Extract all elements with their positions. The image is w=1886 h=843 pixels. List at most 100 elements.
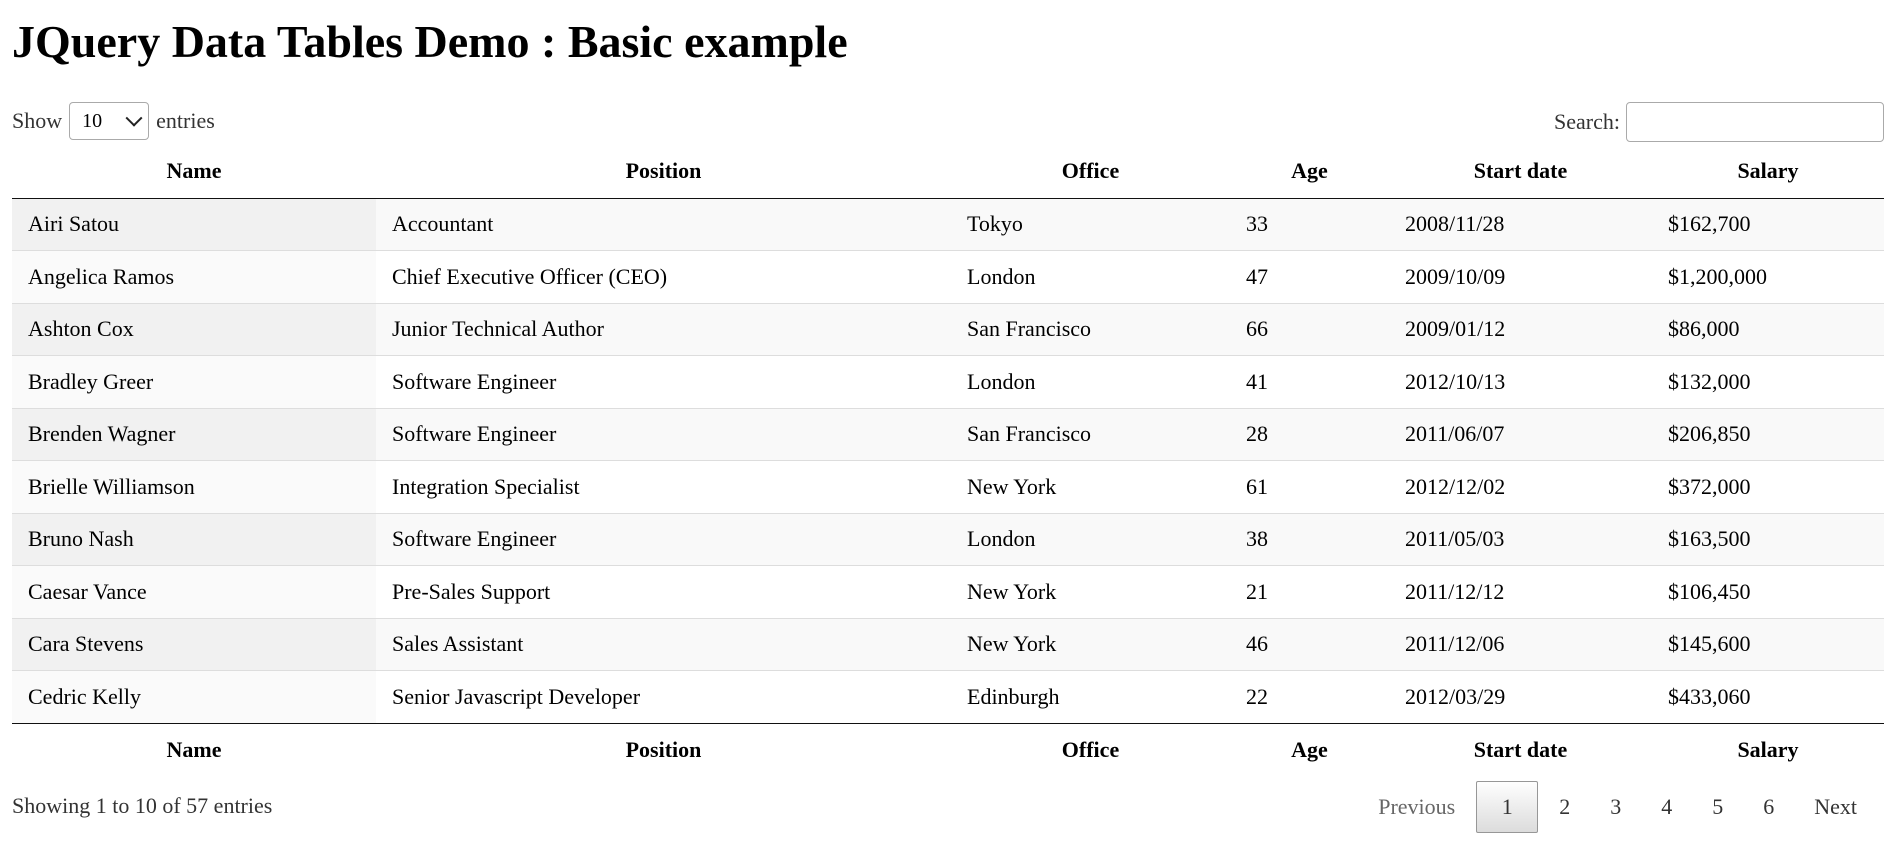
cell-office: London [951,512,1230,566]
cell-office: London [951,250,1230,303]
column-footer-salary: Salary [1652,722,1884,777]
entries-per-page-value: 10 [82,109,103,132]
length-control: Show 10 entries [12,102,215,140]
cell-start-date: 2009/01/12 [1389,302,1652,356]
table-row: Cara Stevens Sales Assistant New York 46… [12,617,1884,671]
page-button-3[interactable]: 3 [1610,794,1622,819]
page-button-4[interactable]: 4 [1661,794,1673,819]
cell-age: 22 [1230,670,1389,723]
table-row: Airi Satou Accountant Tokyo 33 2008/11/2… [12,198,1884,251]
cell-name: Ashton Cox [12,302,376,356]
cell-office: New York [951,565,1230,618]
column-footer-position: Position [376,722,951,777]
cell-salary: $86,000 [1652,302,1884,356]
page-button-2[interactable]: 2 [1559,794,1571,819]
table-row: Caesar Vance Pre-Sales Support New York … [12,565,1884,618]
cell-name: Brenden Wagner [12,407,376,461]
cell-start-date: 2011/12/06 [1389,617,1652,671]
pagination: Previous 1 2 3 4 5 6 Next [1357,781,1876,833]
search-label: Search: [1554,109,1620,134]
cell-salary: $433,060 [1652,670,1884,723]
cell-position: Pre-Sales Support [376,565,951,618]
cell-salary: $145,600 [1652,617,1884,671]
table-row: Bruno Nash Software Engineer London 38 2… [12,512,1884,566]
cell-office: New York [951,617,1230,671]
column-footer-age: Age [1230,722,1389,777]
cell-name: Angelica Ramos [12,250,376,303]
table-row: Bradley Greer Software Engineer London 4… [12,355,1884,408]
column-header-start-date[interactable]: Start date [1389,144,1652,199]
page-title: JQuery Data Tables Demo : Basic example [12,16,848,67]
cell-office: San Francisco [951,407,1230,461]
table-body: Airi Satou Accountant Tokyo 33 2008/11/2… [12,198,1884,723]
cell-age: 21 [1230,565,1389,618]
table-row: Ashton Cox Junior Technical Author San F… [12,302,1884,356]
cell-start-date: 2012/10/13 [1389,355,1652,408]
cell-name: Airi Satou [12,198,376,251]
table-row: Brielle Williamson Integration Specialis… [12,460,1884,513]
cell-name: Bradley Greer [12,355,376,408]
cell-age: 46 [1230,617,1389,671]
cell-age: 41 [1230,355,1389,408]
cell-position: Accountant [376,198,951,251]
column-header-position[interactable]: Position [376,144,951,199]
cell-office: London [951,355,1230,408]
column-footer-name: Name [12,722,376,777]
cell-salary: $1,200,000 [1652,250,1884,303]
cell-position: Software Engineer [376,355,951,408]
cell-age: 28 [1230,407,1389,461]
cell-salary: $206,850 [1652,407,1884,461]
column-header-name[interactable]: Name [12,144,376,199]
cell-age: 61 [1230,460,1389,513]
cell-start-date: 2011/05/03 [1389,512,1652,566]
footer-row: Name Position Office Age Start date Sala… [12,722,1884,777]
cell-office: New York [951,460,1230,513]
cell-name: Bruno Nash [12,512,376,566]
cell-salary: $163,500 [1652,512,1884,566]
cell-age: 47 [1230,250,1389,303]
header-row: Name Position Office Age Start date Sala… [12,144,1884,199]
cell-start-date: 2012/03/29 [1389,670,1652,723]
cell-start-date: 2012/12/02 [1389,460,1652,513]
table-row: Brenden Wagner Software Engineer San Fra… [12,407,1884,461]
column-footer-office: Office [951,722,1230,777]
cell-salary: $372,000 [1652,460,1884,513]
length-label-before: Show [12,108,63,133]
page-button-6[interactable]: 6 [1763,794,1775,819]
cell-age: 38 [1230,512,1389,566]
cell-position: Chief Executive Officer (CEO) [376,250,951,303]
search-input[interactable] [1626,102,1884,142]
cell-age: 33 [1230,198,1389,251]
table-info: Showing 1 to 10 of 57 entries [12,793,273,818]
column-header-salary[interactable]: Salary [1652,144,1884,199]
search-control: Search: [1554,101,1884,143]
cell-salary: $106,450 [1652,565,1884,618]
chevron-down-icon [125,109,143,127]
previous-page-button[interactable]: Previous [1378,794,1456,819]
cell-position: Integration Specialist [376,460,951,513]
data-table: Name Position Office Age Start date Sala… [12,144,1884,777]
cell-position: Sales Assistant [376,617,951,671]
cell-name: Cara Stevens [12,617,376,671]
page-button-5[interactable]: 5 [1712,794,1724,819]
cell-salary: $132,000 [1652,355,1884,408]
cell-position: Software Engineer [376,407,951,461]
cell-office: San Francisco [951,302,1230,356]
column-footer-start-date: Start date [1389,722,1652,777]
cell-age: 66 [1230,302,1389,356]
entries-per-page-select[interactable]: 10 [69,102,150,140]
cell-office: Tokyo [951,198,1230,251]
cell-position: Software Engineer [376,512,951,566]
cell-position: Senior Javascript Developer [376,670,951,723]
cell-salary: $162,700 [1652,198,1884,251]
column-header-age[interactable]: Age [1230,144,1389,199]
page-button-1[interactable]: 1 [1476,781,1539,833]
cell-start-date: 2011/06/07 [1389,407,1652,461]
cell-start-date: 2011/12/12 [1389,565,1652,618]
cell-office: Edinburgh [951,670,1230,723]
cell-position: Junior Technical Author [376,302,951,356]
cell-start-date: 2009/10/09 [1389,250,1652,303]
next-page-button[interactable]: Next [1814,794,1857,819]
column-header-office[interactable]: Office [951,144,1230,199]
